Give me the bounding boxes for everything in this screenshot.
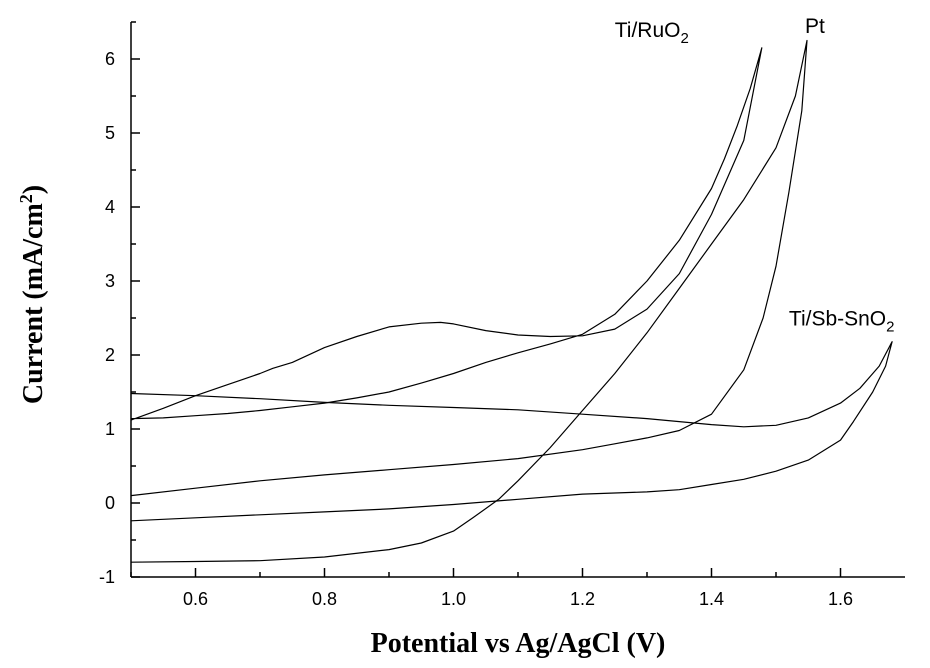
y-tick-label: 5 — [105, 123, 115, 143]
x-tick-label: 0.6 — [183, 589, 208, 609]
y-tick-label: 2 — [105, 345, 115, 365]
y-tick-label: -1 — [99, 567, 115, 587]
x-tick-label: 1.6 — [828, 589, 853, 609]
y-axis-title: Current (mA/cm2) — [16, 185, 49, 404]
series-label: Pt — [805, 15, 825, 38]
series-label: Ti/Sb-SnO2 — [789, 307, 895, 335]
y-axis-title-main: Current (mA/cm — [18, 203, 49, 404]
y-axis-title-superscript: 2 — [16, 194, 36, 203]
x-axis-title: Potential vs Ag/AgCl (V) — [371, 628, 666, 659]
x-tick-label: 1.4 — [699, 589, 724, 609]
series-labels-group: Ti/RuO2 Pt Ti/Sb-SnO2 — [615, 15, 895, 335]
y-tick-label: 6 — [105, 49, 115, 69]
y-axis-title-close: ) — [18, 185, 49, 194]
y-tick-label: 4 — [105, 197, 115, 217]
curve-ti-ruo — [130, 47, 763, 421]
y-tick-label: 0 — [105, 493, 115, 513]
y-ticks-group: -1 0 1 2 3 4 5 6 — [99, 21, 140, 587]
y-tick-label: 3 — [105, 271, 115, 291]
axes-group — [130, 22, 905, 578]
x-tick-label: 1.0 — [441, 589, 466, 609]
x-tick-label: 1.2 — [570, 589, 595, 609]
series-label: Ti/RuO2 — [615, 19, 689, 47]
x-ticks-group: 0.6 0.8 1.0 1.2 1.4 1.6 — [130, 568, 853, 609]
curve-ti-sb-sno — [130, 341, 893, 522]
y-tick-label: 1 — [105, 419, 115, 439]
curve-pt — [130, 39, 808, 563]
curves-group — [130, 39, 893, 563]
x-tick-label: 0.8 — [312, 589, 337, 609]
